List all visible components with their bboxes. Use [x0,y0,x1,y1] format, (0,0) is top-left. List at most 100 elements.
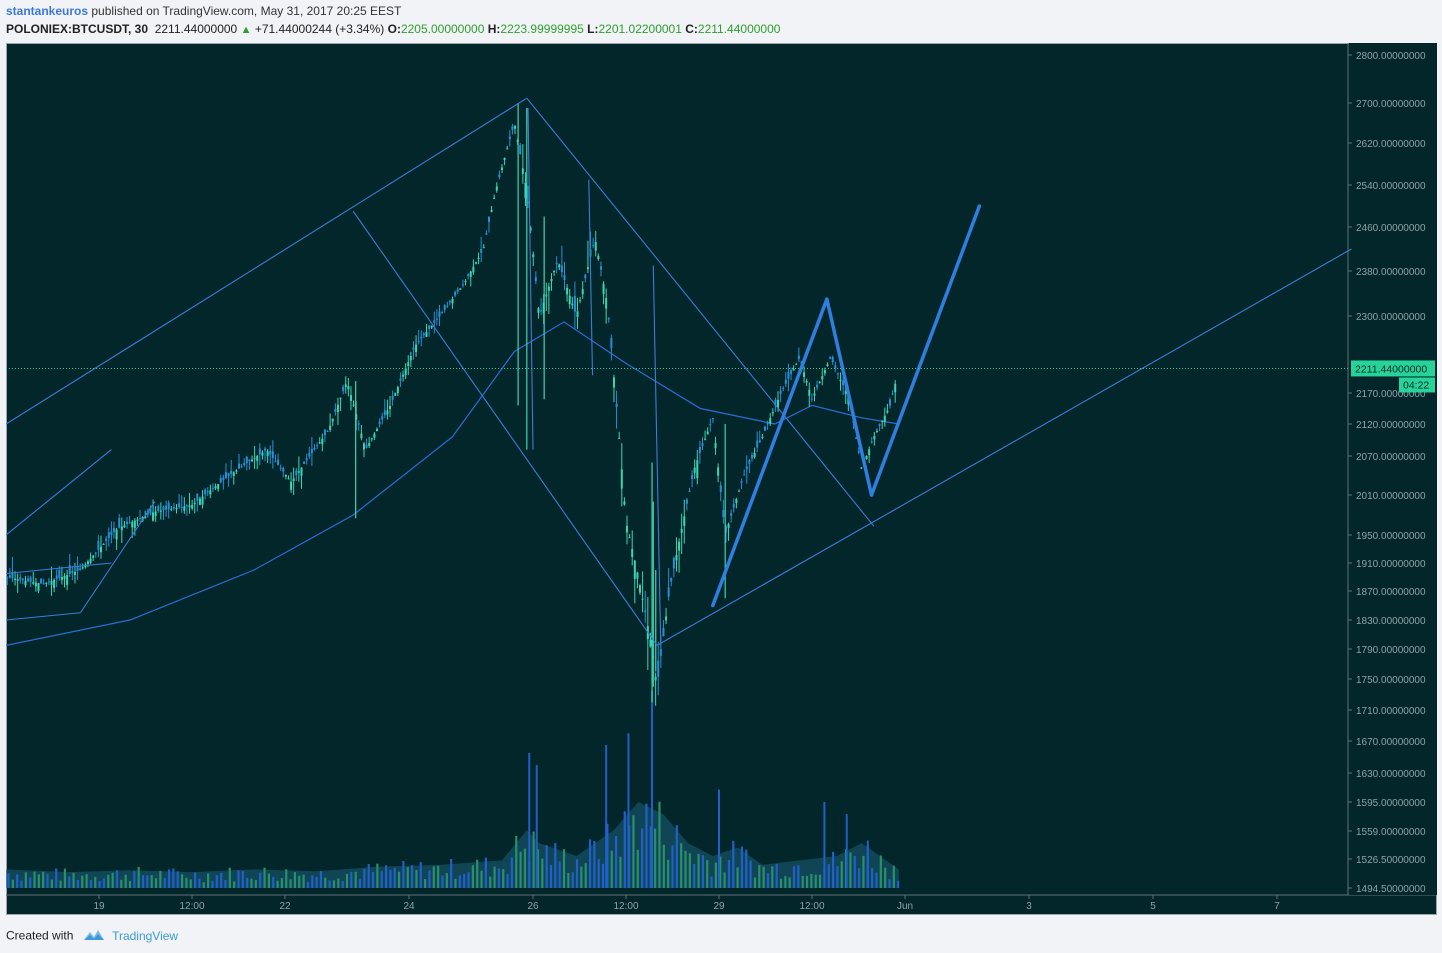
candle-body [487,216,490,223]
tradingview-brand-link[interactable]: TradingView [112,928,179,943]
open-value: 2205.00000000 [400,22,485,36]
candle-body [407,362,410,366]
candle-body [659,649,662,657]
candle-body [373,433,376,438]
candle-body [454,291,457,296]
candle-body [839,379,842,382]
close-value: 2211.44000000 [697,22,781,36]
candle-body [399,378,402,381]
trendline-vertical [588,179,594,376]
candle-body [844,391,847,394]
candle-body [620,469,623,489]
candle-body [649,639,652,647]
candle-body [227,473,230,476]
candle-body [167,502,170,510]
last-price-tag [1351,360,1435,377]
candle-body [68,565,71,575]
candle-body [592,245,595,247]
candle-body [144,515,147,519]
candle-body [779,390,782,394]
candle-body [204,489,207,495]
candle-body [633,560,636,579]
candle-body [750,455,753,459]
candle-body [870,441,873,443]
candle-body [881,420,884,422]
candle-body [336,404,339,412]
price-tick-label: 1494.50000000 [1356,884,1426,895]
price-tick-label: 2070.00000000 [1356,452,1426,463]
candle-body [29,577,32,582]
candle-body [71,570,74,574]
price-tick-label: 1670.00000000 [1356,737,1426,748]
candle-body [292,478,295,482]
candle-body [331,418,334,422]
candle-body [764,426,767,431]
candle-body [678,541,681,551]
price-tick-label: 2460.00000000 [1356,223,1426,234]
candle-body [761,436,764,438]
candle-body [891,393,894,395]
candle-body [553,271,556,273]
candle-body [865,456,868,459]
author-link[interactable]: stantankeuros [6,4,89,18]
candle-body [396,387,399,394]
last-price-tag-label: 2211.44000000 [1355,363,1427,375]
symbol-label: POLONIEX:BTCUSDT, 30 [6,22,149,36]
candle-body [675,555,678,561]
candle-body [219,477,222,483]
candle-body [501,167,503,170]
candle-body [76,566,79,572]
candle-body [115,529,118,540]
candle-body [349,395,352,401]
candle-body [777,399,780,408]
candle-body [534,277,537,282]
candle-body [339,397,342,399]
candle-body [563,275,566,280]
candle-body [625,525,628,533]
candle-body [157,506,160,512]
candle-body [128,522,131,524]
candle-body [875,430,878,432]
candle-body [300,467,303,476]
projection-line [711,297,829,608]
candle-body [149,508,152,514]
candle-body [829,356,832,359]
candle-body [743,474,746,476]
candle-body [107,531,110,538]
candle-body [201,496,204,505]
candle-body [797,355,800,359]
candle-body [599,266,602,270]
trendline [656,248,1352,646]
published-text: published on TradingView.com, May 31, 20… [91,4,402,18]
candle-body [490,209,493,212]
candle-body [443,305,446,310]
candle-body [566,287,569,295]
candle-body [290,481,293,490]
candle-body [40,578,43,584]
candle-body [131,521,134,528]
price-tick-label: 1830.00000000 [1356,616,1426,627]
candle-body [459,288,462,290]
candle-body [360,433,363,439]
candle-body [602,283,605,294]
candle-body [368,443,371,446]
candle-body [232,472,235,476]
candle-body [357,423,360,425]
candle-body [198,498,201,505]
candle-body [295,470,298,475]
candle-body [685,499,688,504]
time-tick-label: 12:00 [799,901,824,912]
trendline-vertical [652,265,662,646]
candle-body [394,393,397,396]
candle-body [597,255,600,260]
candle-body [370,438,373,440]
candle-body [53,579,56,588]
candle-body [152,512,155,521]
price-chart[interactable]: 2800.00000000 2700.00000000 2620.00000000 2… [6,43,1437,915]
candle-body [412,347,415,350]
candle-body [586,267,589,269]
candle-body [610,337,613,349]
footer: Created with TradingView [6,928,178,945]
candle-body [58,569,61,578]
candle-body [211,487,214,489]
